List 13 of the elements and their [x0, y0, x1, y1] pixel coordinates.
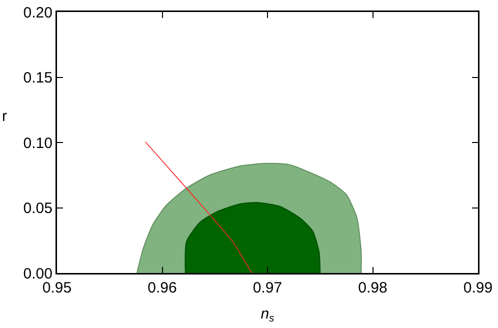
x-tick-label: 0.98 — [358, 280, 388, 296]
x-tick-label: 0.99 — [463, 280, 493, 296]
y-tick-label: 0.00 — [23, 265, 52, 282]
x-tick-label: 0.97 — [252, 280, 282, 296]
x-tick-label: 0.96 — [148, 280, 177, 296]
y-tick-label: 0.10 — [23, 134, 52, 152]
line-series — [145, 141, 252, 273]
y-tick-label: 0.20 — [23, 4, 52, 22]
x-tick-label: 0.95 — [42, 280, 72, 296]
y-tick-label: 0.05 — [23, 200, 52, 217]
y-axis-title: r — [2, 108, 7, 125]
x-axis-title: n$_{s}$ — [260, 305, 276, 324]
y-tick-label: 0.15 — [23, 70, 52, 86]
